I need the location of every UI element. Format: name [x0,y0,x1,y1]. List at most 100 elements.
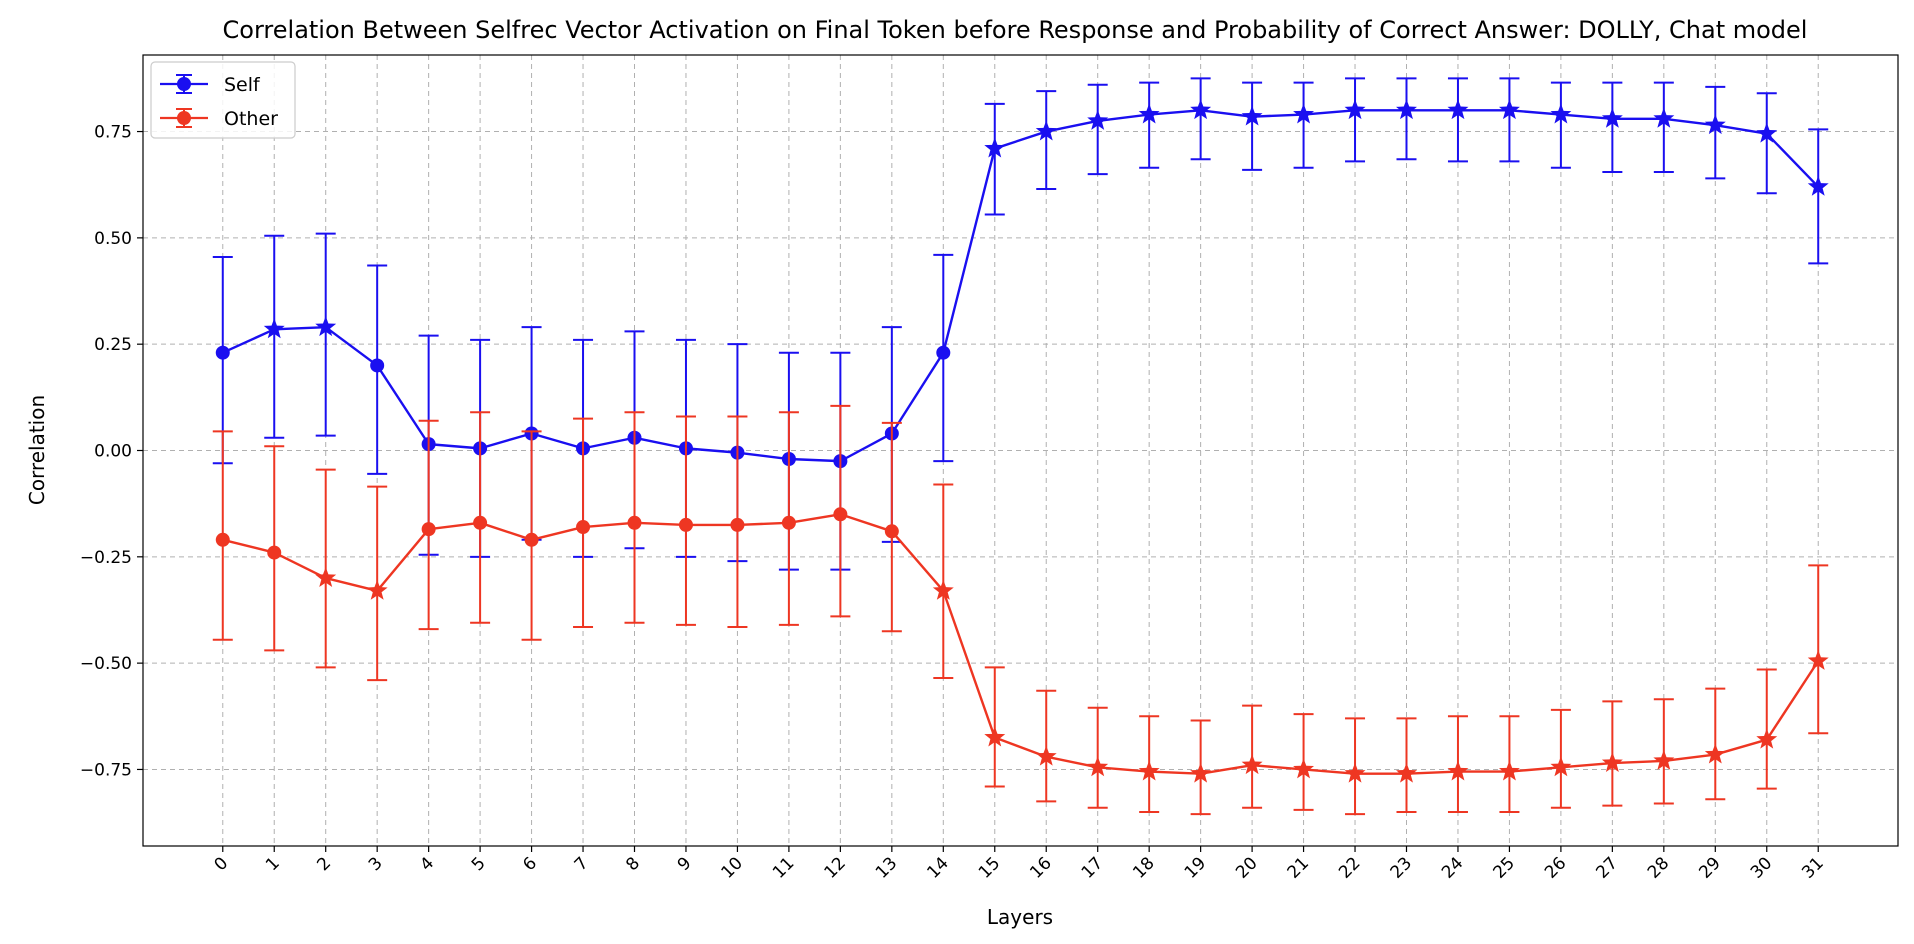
self-point [936,345,951,360]
self-point [1550,103,1572,124]
other-point [984,726,1006,747]
other-point [781,515,796,530]
self-point [1035,120,1057,141]
self-point [1447,99,1469,120]
self-point [263,318,285,339]
y-axis-label: Correlation [25,395,49,505]
legend-marker-self [177,77,191,91]
other-point [1087,756,1109,777]
x-tick-label: 5 [468,853,490,875]
self-point [1601,107,1623,128]
x-tick-label: 20 [1232,853,1261,882]
self-point [1087,109,1109,130]
other-point [1241,754,1263,775]
other-point [1756,728,1778,749]
other-point [884,524,899,539]
other-point [1190,762,1212,783]
x-tick-label: 19 [1181,853,1210,882]
self-point [215,345,230,360]
self-point [1190,99,1212,120]
other-point [833,507,848,522]
x-tick-label: 0 [211,853,233,875]
self-point [1704,114,1726,135]
x-tick-label: 12 [820,853,849,882]
other-point [576,520,591,535]
other-point [421,522,436,537]
x-tick-label: 2 [313,853,335,875]
other-point [1138,760,1160,781]
chart-title: Correlation Between Selfrec Vector Activ… [223,16,1808,44]
legend-label-other: Other [224,108,278,130]
x-tick-label: 26 [1541,853,1570,882]
x-tick-label: 21 [1284,853,1313,882]
series-other [212,404,1829,816]
series-layer [212,77,1829,816]
self-point [1241,105,1263,126]
self-point [1293,103,1315,124]
other-point [1704,743,1726,764]
y-tick-label: 0.25 [94,335,132,355]
self-point [1344,99,1366,120]
x-tick-label: 30 [1747,853,1776,882]
self-point [1138,103,1160,124]
x-tick-label: 29 [1695,853,1724,882]
other-point [1344,762,1366,783]
other-point [678,517,693,532]
other-point [473,515,488,530]
other-point [215,532,230,547]
self-line [222,109,1820,463]
x-tick-label: 8 [622,853,644,875]
x-tick-label: 25 [1490,853,1519,882]
x-tick-label: 13 [872,853,901,882]
legend-label-self: Self [224,74,261,96]
other-point [1498,760,1520,781]
self-point [984,137,1006,158]
other-point [1293,758,1315,779]
x-tick-label: 14 [923,853,952,882]
self-point [315,316,337,337]
self-point [370,358,385,373]
y-tick-label: 0.75 [94,123,132,143]
other-point [366,579,388,600]
x-tick-label: 4 [416,853,438,875]
other-point [1035,745,1057,766]
x-tick-label: 9 [674,853,696,875]
other-point [524,532,539,547]
self-point [1653,107,1675,128]
y-tick-label: −0.75 [80,760,132,780]
x-tick-label: 28 [1644,853,1673,882]
x-axis-label: Layers [987,905,1053,929]
y-tick-label: 0.50 [94,229,132,249]
other-point [932,579,954,600]
series-self [212,77,1829,571]
other-point [1807,650,1829,670]
other-point [1550,756,1572,777]
x-tick-label: 23 [1387,853,1416,882]
self-point [1807,175,1829,196]
x-tick-label: 11 [769,853,798,882]
y-tick-label: 0.00 [94,442,132,462]
other-point [267,545,282,560]
x-tick-label: 15 [975,853,1004,882]
x-tick-label: 31 [1798,853,1827,882]
x-tick-label: 7 [571,853,593,875]
other-point [1653,749,1675,770]
other-point [315,567,337,587]
y-tick-label: −0.50 [80,654,132,674]
x-tick-label: 16 [1026,853,1055,882]
other-point [1396,762,1417,783]
x-tick-label: 1 [262,853,284,875]
other-point [1447,760,1469,781]
x-tick-label: 24 [1438,853,1467,882]
x-tick-label: 27 [1592,853,1621,882]
x-tick-label: 18 [1129,853,1158,882]
other-point [627,515,642,530]
self-point [1498,99,1520,120]
legend: Self Other [150,61,296,139]
axis-ticks: 0 1 2 3 4 5 6 7 8 9 10 11 12 13 14 15 16 17 18 19 20 21 22 23 24… [80,123,1828,883]
legend-marker-other [177,111,191,125]
other-line [222,513,1820,775]
x-tick-label: 10 [718,853,747,882]
x-tick-label: 22 [1335,853,1364,882]
